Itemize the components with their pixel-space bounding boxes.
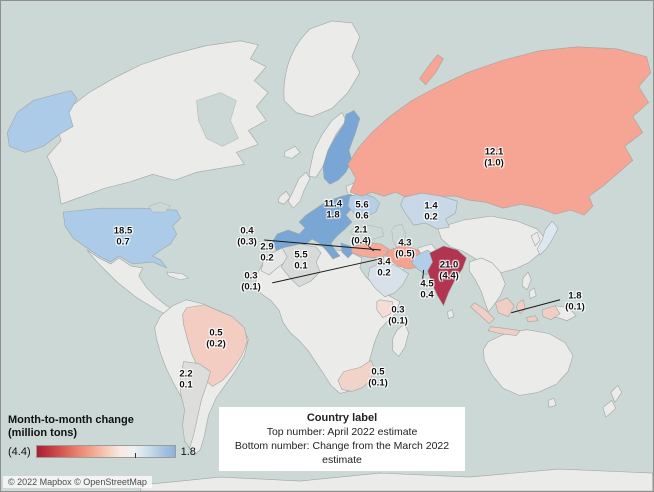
landmass-antarctica (140, 468, 653, 491)
landmass-ireland (277, 190, 291, 205)
legend: Month-to-month change (million tons) (4.… (8, 414, 196, 458)
map-attribution: © 2022 Mapbox © OpenStreetMap (3, 476, 152, 488)
country-argentina[interactable] (180, 361, 211, 449)
country-japan[interactable] (536, 220, 559, 256)
landmass-cuba (166, 271, 189, 281)
black-sea (349, 224, 384, 241)
landmass-uk (287, 172, 311, 209)
leader-line-pakistan (422, 269, 425, 280)
legend-max-label: 1.8 (180, 445, 196, 458)
legend-min-label: (4.4) (8, 445, 31, 458)
landmass-philippines (521, 271, 537, 300)
leader-line-indonesia (511, 299, 561, 314)
country-algeria[interactable] (280, 243, 322, 288)
country-saudi-arabia[interactable] (367, 260, 409, 298)
great-lakes (148, 201, 171, 213)
landmass-tasmania (547, 398, 557, 408)
country-kazakhstan[interactable] (400, 192, 458, 230)
landmass-china (437, 215, 548, 274)
legend-title-line1: Month-to-month change (8, 414, 134, 426)
leader-lines (264, 239, 561, 314)
country-south-africa[interactable] (337, 360, 376, 392)
leader-line-israel (272, 258, 380, 284)
landmass-new-zealand (602, 385, 623, 418)
note-title: Country label (306, 412, 378, 424)
country-kenya[interactable] (376, 299, 394, 319)
landmass-se-asia (469, 257, 506, 313)
country-united-states[interactable] (62, 207, 181, 269)
landmass-korea (530, 231, 541, 247)
landmass-australia (483, 329, 574, 396)
country-russia[interactable] (347, 46, 651, 216)
legend-colorbar (36, 446, 175, 457)
legend-title-line2: (million tons) (8, 427, 78, 439)
note-line-top-number: Top number: April 2022 estimate (266, 426, 418, 438)
landmass-madagascar (392, 323, 409, 357)
landmass-greenland (283, 20, 361, 117)
country-indonesia[interactable] (470, 297, 561, 336)
hudson-bay (196, 92, 239, 147)
legend-colorbar-wrap (35, 445, 176, 458)
landmass-sri-lanka (447, 309, 454, 320)
landmass-norway (308, 112, 347, 178)
country-turkey[interactable] (350, 241, 390, 259)
landmass-iceland (283, 146, 301, 159)
leader-line-syria (264, 239, 381, 251)
legend-zero-tick (134, 453, 136, 458)
country-alaska[interactable] (7, 90, 78, 153)
country-india[interactable] (427, 245, 467, 307)
country-label-note-box: Country label Top number: April 2022 est… (219, 407, 465, 471)
note-line-bottom-number: Bottom number: Change from the March 202… (234, 440, 450, 466)
country-russia-novaya-zemlya[interactable] (419, 54, 444, 85)
country-sweden-finland[interactable] (322, 110, 361, 185)
